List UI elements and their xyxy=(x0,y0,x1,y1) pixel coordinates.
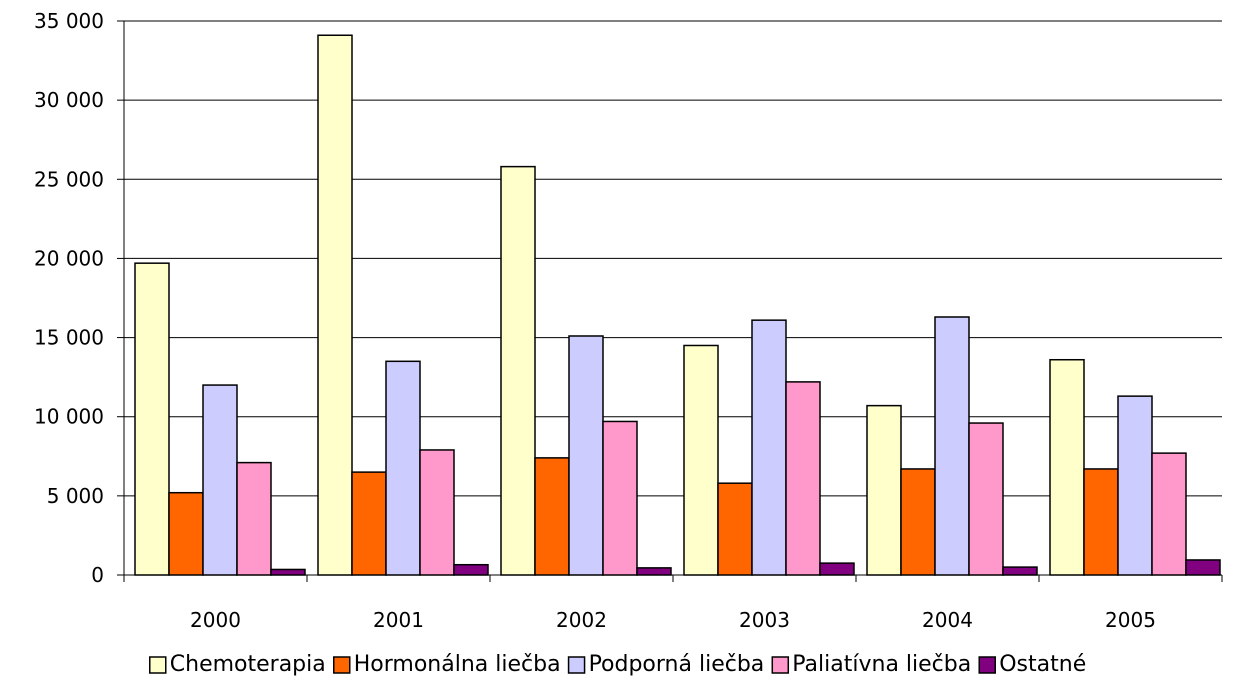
legend-label: Ostatné xyxy=(999,652,1086,677)
bar-chemoterapia-2000 xyxy=(134,262,170,576)
legend-swatch xyxy=(567,656,586,674)
y-tick-label: 10 000 xyxy=(34,405,104,429)
bar-chemoterapia-2001 xyxy=(317,34,353,576)
bar-hormon-lna-lie-ba-2003 xyxy=(717,482,753,576)
legend: Chemoterapia Hormonálna liečba Podporná li… xyxy=(149,652,1086,677)
bar-ostatn--2005 xyxy=(1185,559,1221,576)
bar-podporn-lie-ba-2003 xyxy=(751,319,787,576)
legend-swatch xyxy=(771,656,790,674)
legend-swatch xyxy=(149,656,167,674)
legend-label: Paliatívna liečba xyxy=(792,652,971,677)
bar-chemoterapia-2002 xyxy=(500,165,536,576)
bar-ostatn--2001 xyxy=(453,563,489,576)
bar-ostatn--2002 xyxy=(636,567,672,576)
x-tick-label: 2005 xyxy=(1105,608,1156,632)
bar-ostatn--2000 xyxy=(270,568,306,576)
y-axis-ticks: 0 5 000 10 000 15 000 20 000 25 000 30 000 35 0… xyxy=(34,9,104,587)
gridlines xyxy=(124,20,1222,497)
bar-chemoterapia-2003 xyxy=(683,344,719,576)
bar-ostatn--2003 xyxy=(819,562,855,576)
bar-hormon-lna-lie-ba-2005 xyxy=(1083,468,1119,576)
axes xyxy=(117,20,1223,582)
bar-podporn-lie-ba-2001 xyxy=(385,360,421,576)
bar-hormon-lna-lie-ba-2002 xyxy=(534,457,570,576)
legend-item: Paliatívna liečba xyxy=(771,652,971,677)
legend-item: Ostatné xyxy=(978,652,1086,677)
bar-podporn-lie-ba-2004 xyxy=(934,316,970,576)
bars xyxy=(134,34,1221,576)
legend-item: Hormonálna liečba xyxy=(333,652,561,677)
x-tick-label: 2004 xyxy=(922,608,973,632)
legend-item: Chemoterapia xyxy=(149,652,326,677)
bar-paliat-vna-lie-ba-2000 xyxy=(236,461,272,576)
bar-paliat-vna-lie-ba-2003 xyxy=(785,381,821,576)
legend-item: Podporná liečba xyxy=(567,652,765,677)
y-tick-label: 25 000 xyxy=(34,167,104,191)
bar-paliat-vna-lie-ba-2004 xyxy=(968,422,1004,576)
x-tick-label: 2000 xyxy=(190,608,241,632)
legend-label: Hormonálna liečba xyxy=(354,652,561,677)
bar-paliat-vna-lie-ba-2002 xyxy=(602,420,638,576)
bar-chemoterapia-2004 xyxy=(866,404,902,576)
bar-podporn-lie-ba-2000 xyxy=(202,384,238,576)
bar-hormon-lna-lie-ba-2001 xyxy=(351,471,387,576)
y-tick-label: 15 000 xyxy=(34,326,104,350)
legend-swatch xyxy=(333,656,351,674)
legend-label: Chemoterapia xyxy=(170,652,326,677)
y-tick-label: 5 000 xyxy=(47,484,104,508)
bar-podporn-lie-ba-2002 xyxy=(568,335,604,576)
x-tick-label: 2001 xyxy=(373,608,424,632)
bar-chemoterapia-2005 xyxy=(1049,358,1085,576)
x-tick-label: 2003 xyxy=(739,608,790,632)
bar-hormon-lna-lie-ba-2000 xyxy=(168,491,204,576)
y-tick-label: 0 xyxy=(91,563,104,587)
y-tick-label: 20 000 xyxy=(34,246,104,270)
bar-paliat-vna-lie-ba-2001 xyxy=(419,449,455,576)
bar-ostatn--2004 xyxy=(1002,566,1038,576)
bar-paliat-vna-lie-ba-2005 xyxy=(1151,452,1187,576)
legend-swatch xyxy=(978,656,996,674)
y-tick-label: 30 000 xyxy=(34,88,104,112)
bar-hormon-lna-lie-ba-2004 xyxy=(900,468,936,576)
bar-podporn-lie-ba-2005 xyxy=(1117,395,1153,576)
x-axis-ticks: 2000 2001 2002 2003 2004 2005 xyxy=(190,608,1156,632)
y-tick-label: 35 000 xyxy=(34,9,104,33)
x-tick-label: 2002 xyxy=(556,608,607,632)
legend-label: Podporná liečba xyxy=(589,652,765,677)
